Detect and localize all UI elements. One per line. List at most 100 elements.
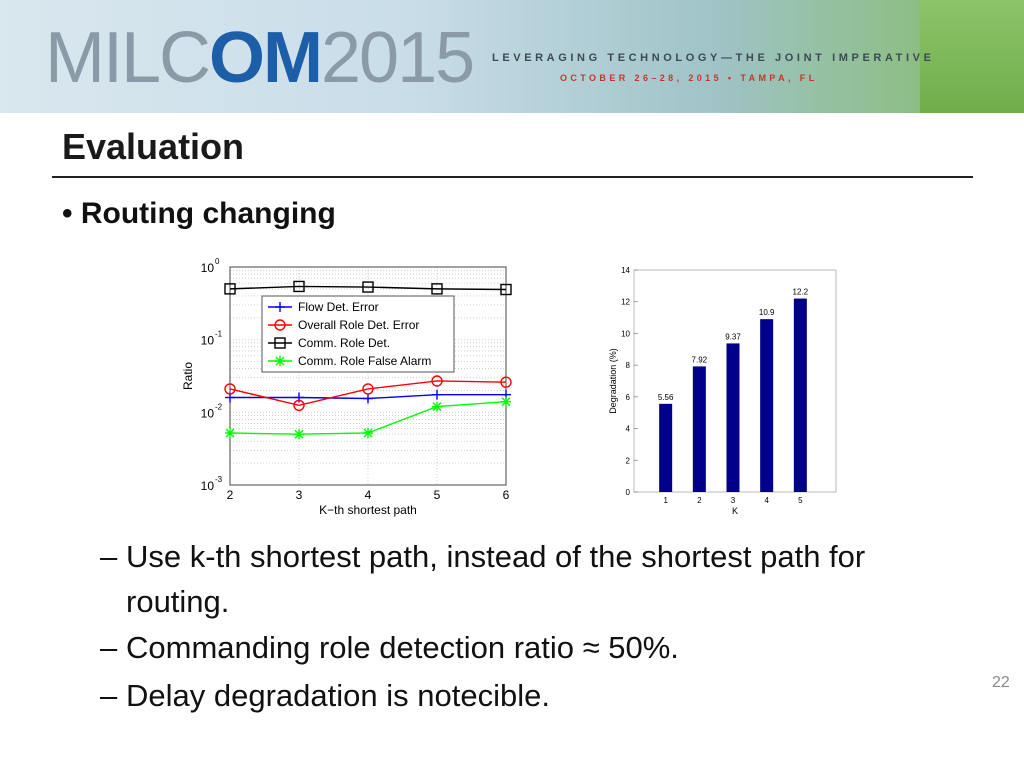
svg-text:10: 10 bbox=[201, 406, 215, 420]
bar-chart-data-label: 9.37 bbox=[725, 332, 741, 341]
line-chart-point bbox=[362, 281, 374, 293]
svg-text:0: 0 bbox=[215, 257, 220, 266]
milcom-logo: MILCOM2015 bbox=[45, 18, 475, 98]
line-chart-legend: Flow Det. Error Overall Role Det. Error Co… bbox=[261, 295, 455, 373]
line-chart-legend-label: Flow Det. Error bbox=[298, 300, 379, 314]
legend-marker bbox=[275, 356, 285, 366]
bar-chart-x-tick-label: 1 bbox=[663, 496, 668, 505]
line-chart-legend-item: Overall Role Det. Error bbox=[268, 318, 419, 332]
bar-chart-y-tick-label: 6 bbox=[626, 393, 631, 402]
main-bullet-text: Routing changing bbox=[80, 197, 336, 230]
bar-chart-x-tick-label: 3 bbox=[731, 496, 736, 505]
bar-chart-y-tick-label: 12 bbox=[621, 298, 630, 307]
svg-text:10: 10 bbox=[201, 261, 215, 275]
subbullet-2: – Commanding role detection ratio ≈ 50%. bbox=[100, 630, 679, 665]
line-chart-legend-label: Comm. Role Det. bbox=[298, 336, 390, 350]
line-chart-x-tick-label: 3 bbox=[296, 488, 303, 502]
bar-chart-bar bbox=[659, 403, 673, 492]
svg-text:-1: -1 bbox=[215, 330, 223, 339]
line-chart-y-tick-label: 10 -2 bbox=[201, 402, 223, 420]
bar-chart-y-tick-label: 4 bbox=[626, 425, 631, 434]
line-chart-point bbox=[293, 280, 305, 293]
svg-text:-2: -2 bbox=[215, 402, 223, 411]
subbullet-1-text: Use k-th shortest path, instead of the s… bbox=[126, 539, 866, 574]
page-number: 22 bbox=[992, 674, 1010, 691]
subbullet-1: – Use k-th shortest path, instead of the … bbox=[100, 539, 866, 574]
title-divider bbox=[52, 176, 973, 178]
legend-marker bbox=[274, 319, 286, 331]
line-chart-ylabel: Ratio bbox=[181, 362, 195, 390]
subbullet-3: – Delay degradation is notecible. bbox=[100, 678, 550, 713]
bar-chart-data-label: 5.56 bbox=[658, 393, 674, 402]
subbullet-1-continuation: routing. bbox=[126, 584, 230, 619]
line-chart-y-tick-label: 10 -3 bbox=[201, 475, 223, 493]
line-chart-point bbox=[431, 375, 443, 387]
line-chart-point bbox=[224, 383, 236, 395]
line-chart-legend-label: Comm. Role False Alarm bbox=[298, 354, 431, 368]
svg-text:10: 10 bbox=[201, 479, 215, 493]
line-chart-x-tick-label: 4 bbox=[365, 488, 372, 502]
bar-chart-y-tick-label: 0 bbox=[626, 488, 631, 497]
line-chart-point bbox=[294, 429, 304, 440]
bar-chart-data-label: 7.92 bbox=[692, 355, 708, 364]
subbullet-2-text: Commanding role detection ratio ≈ 50%. bbox=[126, 630, 679, 665]
banner-dates: OCTOBER 26–28, 2015 • TAMPA, FL bbox=[560, 73, 818, 83]
bar-chart-bar bbox=[760, 319, 774, 492]
legend-marker bbox=[275, 302, 285, 312]
line-chart-point bbox=[432, 401, 442, 412]
line-chart-point bbox=[500, 283, 512, 296]
logo-text-mid: OM bbox=[209, 18, 323, 98]
svg-text:10: 10 bbox=[201, 334, 215, 348]
bar-chart-data-label: 12.2 bbox=[793, 288, 809, 297]
logo-year: 2015 bbox=[321, 18, 475, 98]
bar-chart-xlabel: K bbox=[732, 506, 738, 516]
line-chart-legend-item: Flow Det. Error bbox=[268, 300, 379, 314]
bar-chart-y-tick-label: 2 bbox=[626, 456, 631, 465]
bar-chart-ylabel: Degradation (%) bbox=[608, 348, 618, 414]
bar-chart-bar bbox=[726, 343, 740, 492]
slide-title: Evaluation bbox=[62, 126, 245, 167]
line-chart-series-line bbox=[229, 380, 507, 407]
legend-marker bbox=[274, 337, 286, 349]
bar-chart-x-tick-label: 4 bbox=[764, 496, 769, 505]
line-chart-x-tick-label: 6 bbox=[503, 488, 510, 502]
line-chart-legend-item: Comm. Role False Alarm bbox=[268, 354, 431, 368]
line-chart-point bbox=[501, 396, 511, 407]
bar-chart-bars: 5.56 7.92 9.37 10.9 12.2 bbox=[658, 288, 809, 492]
line-chart-legend-box bbox=[261, 295, 455, 373]
banner-tagline: LEVERAGING TECHNOLOGY—THE JOINT IMPERATI… bbox=[492, 52, 935, 64]
line-chart-point bbox=[363, 427, 373, 438]
bar-chart-y-tick-label: 10 bbox=[621, 329, 630, 338]
logo-text-left: MILC bbox=[45, 18, 211, 98]
svg-text:-3: -3 bbox=[215, 475, 223, 484]
line-chart-xlabel: K−th shortest path bbox=[319, 503, 417, 517]
line-chart-x-tick-label: 2 bbox=[227, 488, 234, 502]
line-chart-point bbox=[363, 393, 373, 404]
line-chart-point bbox=[362, 383, 374, 395]
line-chart-legend-item: Comm. Role Det. bbox=[268, 336, 390, 350]
line-chart-point bbox=[432, 389, 442, 400]
line-chart-y-tick-label: 10 0 bbox=[201, 257, 220, 275]
line-chart-point bbox=[225, 427, 235, 438]
line-chart-plot-frame bbox=[229, 266, 507, 486]
bar-chart-x-tick-label: 5 bbox=[798, 496, 803, 505]
banner-green-block bbox=[920, 0, 1024, 113]
line-chart-x-tick-label: 5 bbox=[434, 488, 441, 502]
bar-chart-bar bbox=[793, 298, 807, 492]
bar-chart-y-tick-label: 8 bbox=[626, 361, 631, 370]
line-chart-point bbox=[500, 376, 512, 388]
line-chart-series bbox=[224, 280, 512, 440]
bar-chart-y-tick-label: 14 bbox=[621, 266, 630, 275]
subbullet-3-text: Delay degradation is notecible. bbox=[126, 678, 550, 713]
bar-chart-x-tick-label: 2 bbox=[697, 496, 702, 505]
line-chart-legend-label: Overall Role Det. Error bbox=[298, 318, 419, 332]
line-chart-series-line bbox=[229, 285, 507, 291]
line-chart-point bbox=[293, 399, 305, 411]
line-chart-point bbox=[431, 283, 443, 295]
conference-banner: MILCOM2015 LEVERAGING TECHNOLOGY—THE JOI… bbox=[0, 0, 1024, 113]
main-bullet: • Routing changing bbox=[62, 197, 336, 230]
